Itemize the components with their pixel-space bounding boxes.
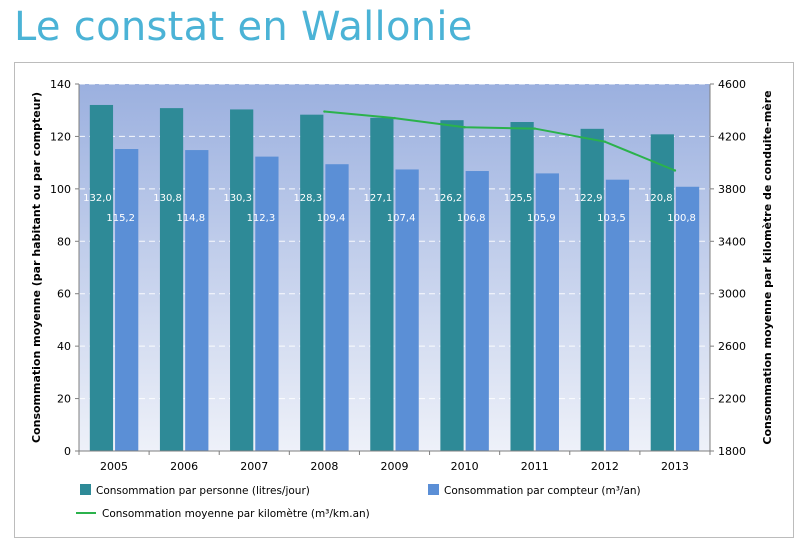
legend-label-personne: Consommation par personne (litres/jour) [96,485,310,497]
x-tick-label: 2007 [240,460,268,473]
bar-personne [159,108,184,452]
bar-personne [370,117,394,451]
x-tick-label: 2013 [661,460,689,473]
x-tick-label: 2008 [310,460,338,473]
y-tick-label-right: 3400 [718,235,746,248]
bar-personne [89,104,114,451]
x-tick-label: 2005 [100,460,128,473]
bar-compteur [185,150,209,451]
data-label: 103,5 [597,213,626,224]
bar-compteur [675,186,700,451]
y-axis-title-left: Consommation moyenne (par habitant ou pa… [30,92,43,443]
data-label: 120,8 [644,193,673,204]
data-label: 125,5 [504,193,533,204]
x-tick-label: 2012 [591,460,619,473]
line-point [393,116,396,120]
y-tick-label-right: 3800 [718,183,746,196]
bar-personne [580,128,604,452]
bar-personne [300,114,324,451]
data-label: 132,0 [83,193,112,204]
x-tick-label: 2006 [170,460,198,473]
legend-swatch-compteur [428,484,439,495]
gridlines [79,83,710,400]
y-tick-label-left: 100 [50,183,71,196]
line-point [603,140,607,143]
y-tick-label-left: 40 [57,340,71,353]
line-series-kilometre [324,110,676,172]
y-tick-label-right: 4200 [718,130,746,143]
bar-personne [440,120,464,451]
legend-label-compteur: Consommation par compteur (m³/an) [444,485,641,497]
data-label: 130,8 [153,193,182,204]
line-point [463,126,466,129]
bar-personne [650,134,674,451]
bar-compteur [465,171,489,451]
y-tick-label-right: 2600 [718,340,746,353]
bar-personne [230,109,254,451]
data-label: 109,4 [317,213,346,224]
x-tick-label: 2011 [521,460,549,473]
y-tick-label-left: 80 [57,235,71,248]
bar-compteur [255,156,279,451]
legend-swatch-personne [80,484,91,495]
bar-compteur [605,179,630,452]
y-tick-label-left: 0 [64,445,71,458]
data-label: 126,2 [434,193,463,204]
bar-personne [510,122,534,451]
y-tick-label-right: 3000 [718,288,746,301]
y-tick-label-right: 4600 [718,78,746,91]
y-tick-label-right: 1800 [718,445,746,458]
line-point [323,110,326,113]
bars-group [89,104,700,452]
line-point [533,127,536,130]
data-label: 115,2 [106,213,135,224]
y-tick-label-left: 20 [57,393,71,406]
y-axis-title-right: Consommation moyenne par kilomètre de co… [761,90,774,444]
y-tick-label-left: 60 [57,288,71,301]
bar-compteur [395,169,419,452]
data-label: 122,9 [574,193,603,204]
data-labels-group: 132,0 130,8 130,3 128,3 127,1 126,2 125,5 122,9… [83,193,696,224]
legend: Consommation par personne (litres/jour) C… [76,484,641,520]
data-label: 128,3 [293,193,322,204]
slide-title: Le constat en Wallonie [14,4,473,50]
data-label: 114,8 [176,213,205,224]
data-label: 112,3 [247,213,276,224]
y-tick-label-left: 120 [50,130,71,143]
data-label: 100,8 [667,213,696,224]
line-group [323,110,677,172]
axes-group: 0 20 40 60 80 100 120 140 1800 2200 2600 3000 3400 38… [30,78,774,473]
legend-label-kilometre: Consommation moyenne par kilomètre (m³/k… [102,508,370,520]
bar-compteur [325,164,349,452]
data-label: 106,8 [457,213,486,224]
data-label: 105,9 [527,213,556,224]
x-tick-label: 2009 [381,460,409,473]
x-tick-label: 2010 [451,460,479,473]
y-tick-label-left: 140 [50,78,71,91]
data-label: 130,3 [223,193,252,204]
data-label: 107,4 [387,213,416,224]
plot-area [79,84,710,451]
bar-compteur [535,173,559,451]
bar-compteur [115,149,139,452]
data-label: 127,1 [364,193,393,204]
line-point [673,169,677,172]
y-tick-label-right: 2200 [718,393,746,406]
